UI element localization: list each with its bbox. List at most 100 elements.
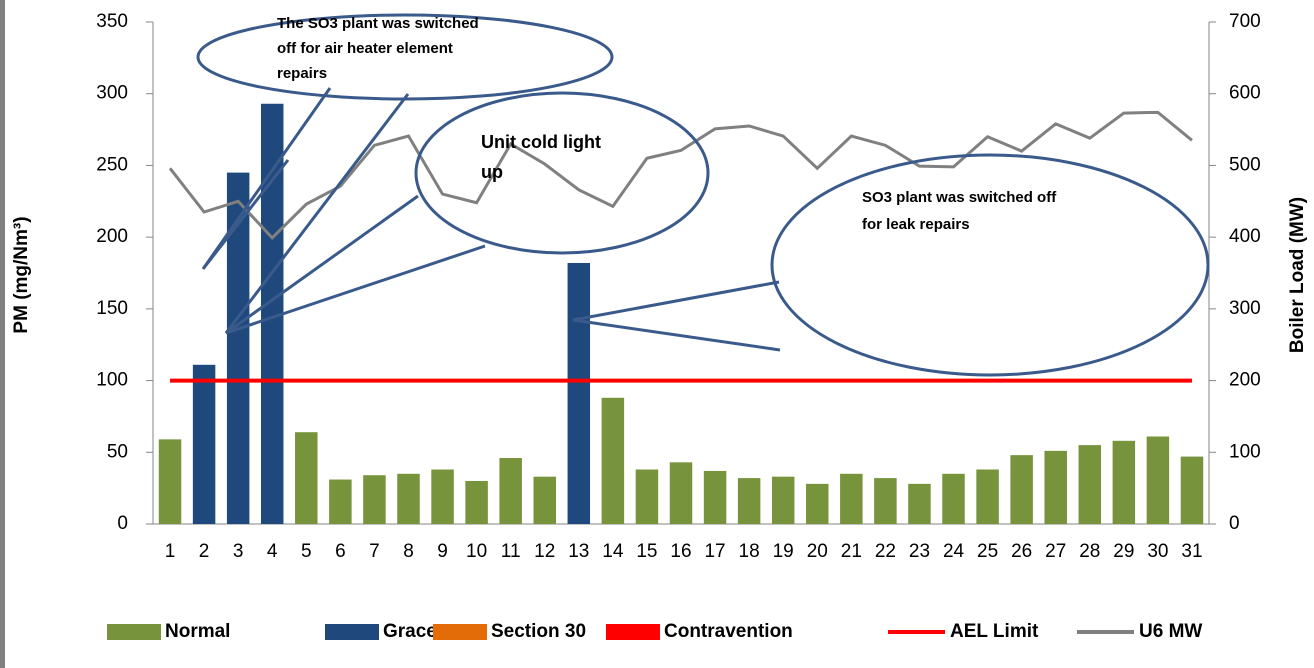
annotation: SO3 plant was switched off [862,189,1057,206]
x-tick-label: 18 [739,541,760,562]
callouts [196,13,1210,377]
x-tick-label: 5 [301,541,312,562]
bar [737,478,761,524]
x-tick-label: 9 [437,541,448,562]
bar [431,469,454,524]
bar [1010,455,1033,524]
bar [533,476,556,524]
bar [226,172,250,524]
bar [771,476,795,524]
x-tick-label: 22 [875,541,896,562]
bar [329,479,352,524]
callout-tail [224,93,419,335]
y-tick-label: 100 [96,370,128,391]
line [168,110,1193,241]
plot-area [146,21,1216,525]
y-tick-label: 250 [96,154,128,175]
y-tick-label: 350 [96,11,128,32]
y2-tick-label: 0 [1229,513,1240,534]
bar [1146,436,1170,524]
bar [840,473,863,524]
x-tick-label: 29 [1113,541,1134,562]
bar [567,262,591,524]
y2-tick-label: 500 [1229,154,1261,175]
legend-label: Contravention [664,621,793,642]
bar [976,469,999,524]
bar [806,483,829,524]
bar [1044,450,1067,524]
bar [874,478,897,524]
annotation: for leak repairs [862,216,970,233]
y-tick-label: 150 [96,298,128,319]
y2-tick-label: 700 [1229,11,1261,32]
x-tick-label: 8 [403,541,414,562]
bar [908,483,931,524]
x-tick-label: 1 [165,541,176,562]
callout-tail [225,244,486,335]
annotation: Unit cold light [481,132,601,152]
bar [942,473,965,524]
x-tick-label: 10 [466,541,487,562]
x-tick-label: 20 [807,541,828,562]
legend-swatch [433,624,487,640]
bar [601,397,625,524]
y-tick-label: 200 [96,226,128,247]
bar [192,364,216,524]
bar [1112,440,1136,524]
callout-bubble [414,91,710,255]
legend-label: U6 MW [1139,621,1202,642]
legend-label: Section 30 [491,621,586,642]
x-tick-label: 4 [267,541,278,562]
annotation: off for air heater element [277,40,453,57]
bar [1078,445,1102,524]
legend-label: Grace [383,621,437,642]
x-tick-label: 28 [1079,541,1100,562]
y2-tick-label: 100 [1229,441,1261,462]
y-tick-label: 300 [96,83,128,104]
x-tick-label: 2 [199,541,210,562]
x-tick-label: 13 [568,541,589,562]
x-tick-label: 23 [909,541,930,562]
annotation: The SO3 plant was switched [277,15,479,32]
x-tick-label: 24 [943,541,965,562]
bar [635,469,659,524]
legend-label: Normal [165,621,230,642]
y2-tick-label: 300 [1229,298,1261,319]
x-tick-label: 15 [636,541,657,562]
annotation: up [481,162,503,182]
y2-tick-label: 200 [1229,370,1261,391]
bar [669,462,693,524]
x-tick-label: 26 [1011,541,1032,562]
x-tick-label: 3 [233,541,244,562]
y2-tick-label: 600 [1229,83,1261,104]
bar [260,103,284,525]
y-axis-label: PM (mg/Nm³) [11,216,32,333]
x-tick-label: 11 [501,541,521,562]
bar [397,473,420,524]
x-tick-label: 16 [670,541,691,562]
bar [158,439,182,524]
x-tick-label: 7 [369,541,380,562]
bar [703,470,727,524]
legend-swatch [107,624,161,640]
y2-axis-label: Boiler Load (MW) [1287,197,1308,353]
legend-label: AEL Limit [950,621,1039,642]
y-tick-label: 50 [107,441,128,462]
bar [465,480,488,524]
x-tick-label: 27 [1045,541,1066,562]
y-tick-label: 0 [117,513,128,534]
x-tick-label: 19 [773,541,794,562]
bar [499,458,522,524]
bar [363,475,386,524]
y2-tick-label: 400 [1229,226,1261,247]
bar [1180,456,1204,524]
x-tick-label: 30 [1147,541,1168,562]
x-tick-label: 12 [534,541,555,562]
left-border [0,0,5,668]
annotation: repairs [277,65,327,82]
callout-tail [572,280,781,352]
callout-tail [201,87,332,270]
legend-swatch [606,624,660,640]
x-tick-label: 14 [602,541,624,562]
